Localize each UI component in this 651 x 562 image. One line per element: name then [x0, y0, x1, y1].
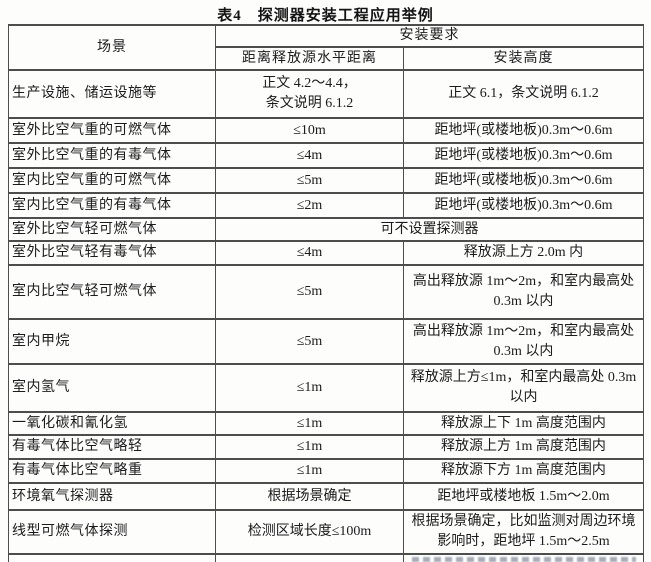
table-row: 一氧化碳和氰化氢 ≤1m 释放源上下 1m 高度范围内	[8, 411, 644, 437]
scene-cell: 室内比空气重的可燃气体	[8, 167, 216, 195]
height-cell: 距地坪(或楼地板)0.3m～0.6m	[403, 167, 644, 195]
scene-cell: 室外比空气重的有毒气体	[8, 142, 216, 170]
table-row: 有毒气体比空气略轻 ≤1m 释放源上方 1m 高度范围内	[8, 434, 644, 461]
table-row: 有毒气体比空气略重 ≤1m 释放源下方 1m 高度范围内	[8, 458, 644, 485]
table-header-row-1: 场景 安装要求	[8, 23, 644, 72]
table-row: 室外比空气轻有毒气体 ≤4m 释放源上方 2.0m 内	[8, 240, 644, 267]
distance-cell: ≤5m	[215, 167, 404, 195]
scene-cell: 室外比空气轻可燃气体	[8, 217, 216, 243]
height-cell: 距地坪(或楼地板)0.3m～0.6m	[403, 192, 644, 220]
table-row: 室内氢气 ≤1m 释放源上方≤1m，和室内最高处 0.3m 以内	[8, 363, 644, 414]
distance-cell: 根据场景确定	[215, 482, 404, 512]
table-row: 室内比空气重的有毒气体 ≤2m 距地坪(或楼地板)0.3m～0.6m	[8, 192, 644, 220]
distance-cell: ≤1m	[215, 411, 404, 437]
scene-cell: 室外比空气重的可燃气体	[8, 117, 216, 145]
table-row: 线型可燃气体探测 检测区域长度≤100m 根据场景确定，比如监测对周边环境影响时…	[8, 509, 644, 556]
height-cell: 释放源上方≤1m，和室内最高处 0.3m 以内	[403, 363, 644, 414]
table-row: 室内甲烷 ≤5m 高出释放源 1m～2m，和室内最高处 0.3m 以内	[8, 318, 644, 366]
scene-cell: 一氧化碳和氰化氢	[8, 411, 216, 437]
scene-cell: 室外比空气轻有毒气体	[8, 240, 216, 267]
header-height: 安装高度	[403, 46, 644, 72]
scene-cell: 有毒气体比空气略重	[8, 458, 216, 485]
distance-cell: ≤1m	[215, 458, 404, 485]
distance-line-2: 条文说明 6.1.2	[265, 96, 354, 112]
distance-cell: ≤4m	[215, 240, 404, 267]
height-cell: 距地坪或楼地板 1.5m～2.0m	[403, 482, 644, 512]
distance-cell: ≤4m	[215, 142, 404, 170]
table-header-row-2: 距离释放源水平距离 安装高度	[9, 46, 644, 72]
table-row: 生产设施、储运设施等 正文 4.2～4.4， 条文说明 6.1.2 正文 6.1…	[8, 69, 644, 120]
distance-cell: 正文 4.2～4.4， 条文说明 6.1.2	[215, 69, 404, 120]
table-row: 室外比空气重的可燃气体 ≤10m 距地坪(或楼地板)0.3m～0.6m	[8, 117, 644, 145]
distance-cell: ≤1m	[215, 434, 404, 461]
distance-cell: ≤5m	[215, 318, 404, 366]
distance-cell: ≤10m	[215, 117, 404, 145]
cutoff-text-fragment	[411, 557, 636, 562]
table-row: 环境氧气探测器 根据场景确定 距地坪或楼地板 1.5m～2.0m	[8, 482, 644, 512]
table-row-cutoff	[8, 553, 644, 562]
height-cell: 高出释放源 1m～2m，和室内最高处 0.3m 以内	[403, 318, 644, 366]
height-cell: 距地坪(或楼地板)0.3m～0.6m	[403, 117, 644, 145]
no-detector-note-cell: 可不设置探测器	[215, 217, 644, 243]
height-cell: 根据场景确定，比如监测对周边环境影响时，距地坪 1.5m～2.5m	[403, 509, 644, 556]
cutoff-scene-cell	[8, 553, 216, 562]
scene-cell: 有毒气体比空气略轻	[8, 434, 216, 461]
table-row: 室内比空气轻可燃气体 ≤5m 高出释放源 1m～2m，和室内最高处 0.3m 以…	[8, 264, 644, 321]
cutoff-height-cell	[403, 553, 644, 562]
distance-line-1: 正文 4.2～4.4，	[262, 76, 357, 91]
table-row: 室内比空气重的可燃气体 ≤5m 距地坪(或楼地板)0.3m～0.6m	[8, 167, 644, 195]
scene-cell: 环境氧气探测器	[8, 482, 216, 512]
distance-cell: 检测区域长度≤100m	[215, 509, 404, 556]
cutoff-distance-cell	[215, 553, 404, 562]
scene-cell: 线型可燃气体探测	[8, 509, 216, 556]
height-cell: 释放源下方 1m 高度范围内	[403, 458, 644, 485]
header-install-requirements: 安装要求	[215, 23, 644, 49]
page-title: 表4 探测器安装工程应用举例	[217, 8, 434, 24]
distance-cell: ≤2m	[215, 192, 404, 220]
scene-cell: 室内氢气	[8, 363, 216, 414]
detector-installation-table: 场景 安装要求 距离释放源水平距离 安装高度 生产设施、储运设施等 正文 4.2…	[8, 23, 644, 562]
scene-cell: 室内比空气重的有毒气体	[8, 192, 216, 220]
height-cell: 释放源上方 1m 高度范围内	[403, 434, 644, 461]
height-cell: 释放源上下 1m 高度范围内	[403, 411, 644, 437]
distance-cell: ≤5m	[215, 264, 404, 321]
height-cell: 高出释放源 1m～2m，和室内最高处 0.3m 以内	[403, 264, 644, 321]
table-row: 室外比空气轻可燃气体 可不设置探测器	[8, 217, 644, 243]
table-row: 室外比空气重的有毒气体 ≤4m 距地坪(或楼地板)0.3m～0.6m	[8, 142, 644, 170]
height-cell: 释放源上方 2.0m 内	[403, 240, 644, 267]
scene-cell: 室内比空气轻可燃气体	[8, 264, 216, 321]
scene-cell: 室内甲烷	[8, 318, 216, 366]
scene-cell: 生产设施、储运设施等	[8, 69, 216, 120]
header-distance: 距离释放源水平距离	[215, 46, 404, 72]
distance-cell: ≤1m	[215, 363, 404, 414]
height-cell: 正文 6.1，条文说明 6.1.2	[403, 69, 644, 120]
height-cell: 距地坪(或楼地板)0.3m～0.6m	[403, 142, 644, 170]
header-scene: 场景	[8, 23, 216, 72]
